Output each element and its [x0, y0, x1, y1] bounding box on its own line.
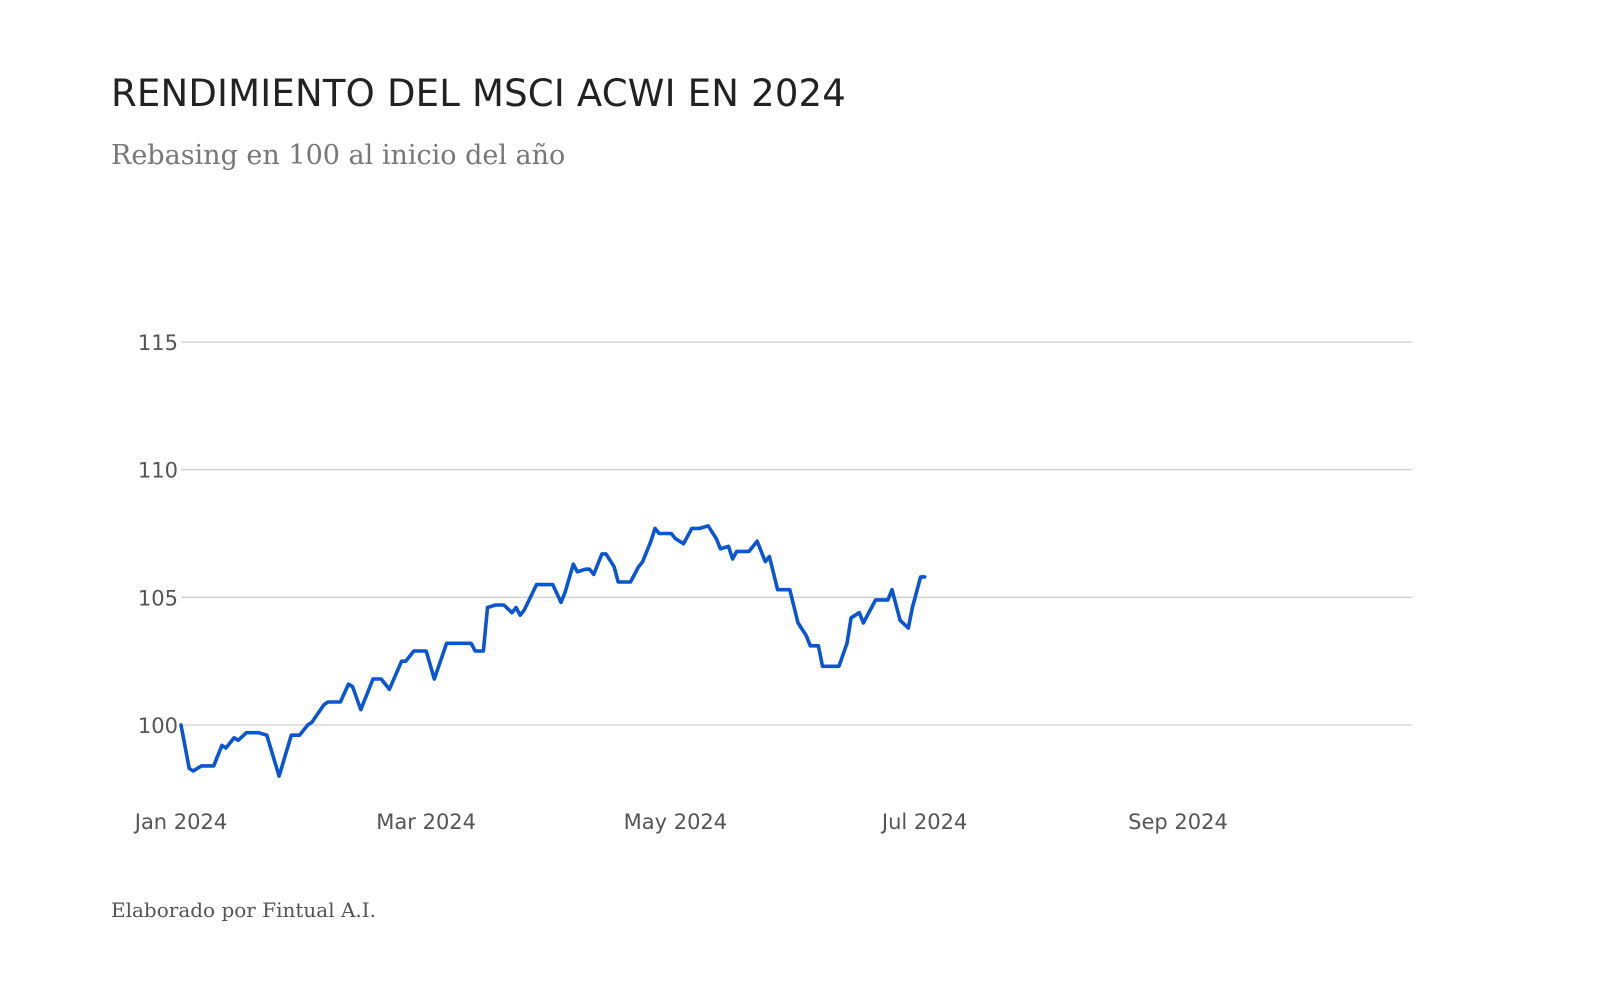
x-tick-label: Jan 2024 [133, 810, 228, 834]
y-axis-ticks: 100 105 110 115 [138, 331, 178, 738]
y-tick-label: 105 [138, 586, 178, 610]
grid-lines [181, 341, 1412, 726]
x-axis-ticks: Jan 2024 Mar 2024 May 2024 Jul 2024 Sep 2024 [133, 810, 1228, 834]
x-tick-label: Sep 2024 [1128, 810, 1228, 834]
chart-title: RENDIMIENTO DEL MSCI ACWI EN 2024 [111, 72, 847, 115]
y-tick-label: 100 [138, 714, 178, 738]
chart-subtitle: Rebasing en 100 al inicio del año [111, 140, 566, 171]
series-line-1 [179, 524, 927, 778]
x-tick-label: Mar 2024 [376, 810, 476, 834]
y-tick-label: 110 [138, 459, 178, 483]
y-tick-label: 115 [138, 331, 178, 355]
source-note: Elaborado por Fintual A.I. [111, 898, 377, 922]
x-tick-label: May 2024 [624, 810, 728, 834]
series-layer [179, 524, 927, 778]
x-tick-label: Jul 2024 [880, 810, 967, 834]
